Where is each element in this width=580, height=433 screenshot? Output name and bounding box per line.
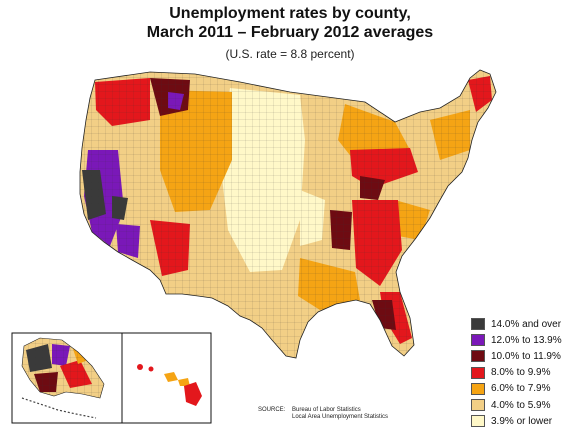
legend-label: 12.0% to 13.9% [491,334,562,346]
legend-item: 3.9% or lower [471,413,576,429]
legend-label: 8.0% to 9.9% [491,367,551,379]
hawaii-map [137,364,202,406]
legend-swatch [471,318,485,331]
legend-item: 8.0% to 9.9% [471,365,576,381]
source-label: SOURCE: [258,407,286,413]
legend-item: 12.0% to 13.9% [471,332,576,348]
contiguous-us-map [80,70,496,358]
legend-swatch [471,382,485,395]
legend-swatch [471,366,485,379]
legend-swatch [471,399,485,412]
legend-label: 10.0% to 11.9% [491,350,561,362]
legend-label: 14.0% and over [491,318,562,330]
map-title: Unemployment rates by county, March 2011… [0,4,580,42]
us-outline [79,69,497,359]
legend-item: 6.0% to 7.9% [471,381,576,397]
source-line-1: Bureau of Labor Statistics [292,407,361,413]
legend-item: 14.0% and over [471,316,576,332]
legend-item: 10.0% to 11.9% [471,348,576,364]
source-line-2: Local Area Unemployment Statistics [292,414,389,420]
legend-label: 6.0% to 7.9% [491,383,551,395]
title-line-2: March 2011 – February 2012 averages [146,24,434,41]
map-legend: 14.0% and over 12.0% to 13.9% 10.0% to 11.… [471,316,576,429]
title-line-1: Unemployment rates by county, [169,5,411,22]
map-subtitle: (U.S. rate = 8.8 percent) [225,47,355,61]
legend-swatch [471,415,485,428]
legend-swatch [471,350,485,363]
legend-label: 4.0% to 5.9% [491,399,551,411]
legend-swatch [471,334,485,347]
legend-item: 4.0% to 5.9% [471,397,576,413]
source-note: SOURCE: Bureau of Labor Statistics Local … [258,407,388,421]
legend-label: 3.9% or lower [491,415,553,427]
